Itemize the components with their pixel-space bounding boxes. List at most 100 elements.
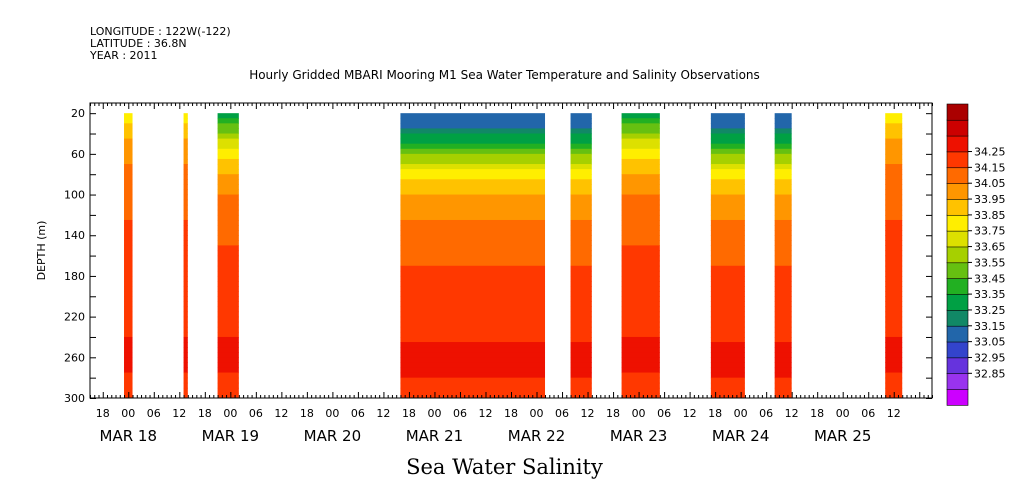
chart-title: Hourly Gridded MBARI Mooring M1 Sea Wate…: [249, 68, 760, 82]
salinity-cell: [774, 148, 792, 155]
salinity-cell: [621, 342, 660, 348]
salinity-cell: [124, 158, 133, 165]
colorbar-label: 34.05: [974, 177, 1006, 190]
salinity-cell: [400, 189, 546, 196]
metadata-block: LONGITUDE : 122W(-122) LATITUDE : 36.8N …: [90, 26, 231, 62]
salinity-cell: [217, 286, 239, 292]
salinity-cell: [124, 387, 133, 394]
salinity-cell: [400, 265, 546, 272]
salinity-cell: [570, 128, 592, 135]
salinity-cell: [885, 250, 903, 257]
salinity-cell: [570, 357, 592, 363]
salinity-cell: [183, 296, 188, 302]
salinity-cell: [400, 158, 546, 165]
salinity-cell: [621, 260, 660, 267]
salinity-cell: [621, 316, 660, 323]
salinity-cell: [570, 392, 592, 398]
salinity-cell: [217, 225, 239, 231]
salinity-cell: [885, 240, 903, 247]
salinity-cell: [183, 118, 188, 124]
salinity-cell: [621, 199, 660, 206]
salinity-cell: [710, 336, 745, 343]
salinity-cell: [621, 133, 660, 140]
colorbar-swatch: [946, 103, 969, 121]
salinity-cell: [621, 331, 660, 338]
salinity-cell: [183, 301, 188, 308]
salinity-cell: [774, 158, 792, 165]
salinity-cell: [217, 311, 239, 318]
salinity-cell: [183, 179, 188, 185]
salinity-cell: [885, 214, 903, 221]
salinity-cell: [621, 326, 660, 333]
salinity-cell: [183, 291, 188, 297]
salinity-cell: [400, 118, 546, 124]
salinity-cell: [621, 230, 660, 236]
x-axis-title: Sea Water Salinity: [406, 455, 603, 479]
data-segment: [885, 113, 903, 398]
salinity-cell: [183, 230, 188, 236]
salinity-cell: [124, 326, 133, 333]
salinity-cell: [774, 336, 792, 343]
x-hour-tick-label: 06: [555, 407, 569, 420]
x-hour-tick-label: 06: [147, 407, 161, 420]
salinity-cell: [400, 148, 546, 155]
salinity-cell: [217, 331, 239, 338]
salinity-cell: [124, 377, 133, 384]
salinity-cell: [400, 260, 546, 267]
salinity-cell: [183, 336, 188, 343]
salinity-cell: [621, 352, 660, 358]
x-date-label: MAR 20: [304, 427, 361, 445]
salinity-cell: [621, 113, 660, 119]
salinity-cell: [774, 118, 792, 124]
salinity-cell: [124, 118, 133, 124]
salinity-cell: [400, 204, 546, 211]
salinity-cell: [183, 225, 188, 231]
salinity-cell: [774, 225, 792, 231]
colorbar-swatch: [946, 309, 969, 327]
colorbar-label: 32.95: [974, 351, 1006, 364]
salinity-cell: [183, 270, 188, 277]
salinity-cell: [400, 281, 546, 287]
salinity-cell: [124, 250, 133, 257]
salinity-cell: [183, 311, 188, 318]
salinity-cell: [885, 301, 903, 308]
salinity-cell: [774, 164, 792, 170]
salinity-cell: [774, 377, 792, 384]
salinity-cell: [124, 342, 133, 348]
salinity-cell: [710, 331, 745, 338]
salinity-cell: [710, 214, 745, 221]
salinity-cell: [570, 194, 592, 201]
salinity-cell: [710, 321, 745, 328]
salinity-cell: [885, 199, 903, 206]
salinity-cell: [124, 270, 133, 277]
salinity-cell: [400, 209, 546, 216]
salinity-cell: [774, 352, 792, 358]
salinity-cell: [400, 377, 546, 384]
salinity-cell: [570, 301, 592, 308]
salinity-cell: [710, 250, 745, 257]
salinity-cell: [621, 377, 660, 384]
colorbar-swatch: [946, 167, 969, 184]
salinity-cell: [570, 184, 592, 191]
salinity-cell: [217, 143, 239, 150]
x-hour-tick-label: 18: [606, 407, 620, 420]
salinity-cell: [183, 316, 188, 323]
salinity-cell: [710, 230, 745, 236]
salinity-cell: [570, 113, 592, 119]
y-tick-label: 180: [64, 270, 85, 283]
salinity-cell: [183, 148, 188, 155]
salinity-cell: [774, 275, 792, 282]
salinity-cell: [710, 342, 745, 348]
salinity-cell: [885, 209, 903, 216]
salinity-cell: [885, 143, 903, 150]
salinity-cell: [124, 352, 133, 358]
data-segment: [570, 113, 592, 398]
salinity-cell: [710, 265, 745, 272]
salinity-cell: [400, 214, 546, 221]
salinity-cell: [400, 357, 546, 363]
colorbar-swatch: [946, 277, 969, 295]
salinity-cell: [885, 291, 903, 297]
salinity-cell: [710, 255, 745, 262]
salinity-cell: [183, 372, 188, 379]
